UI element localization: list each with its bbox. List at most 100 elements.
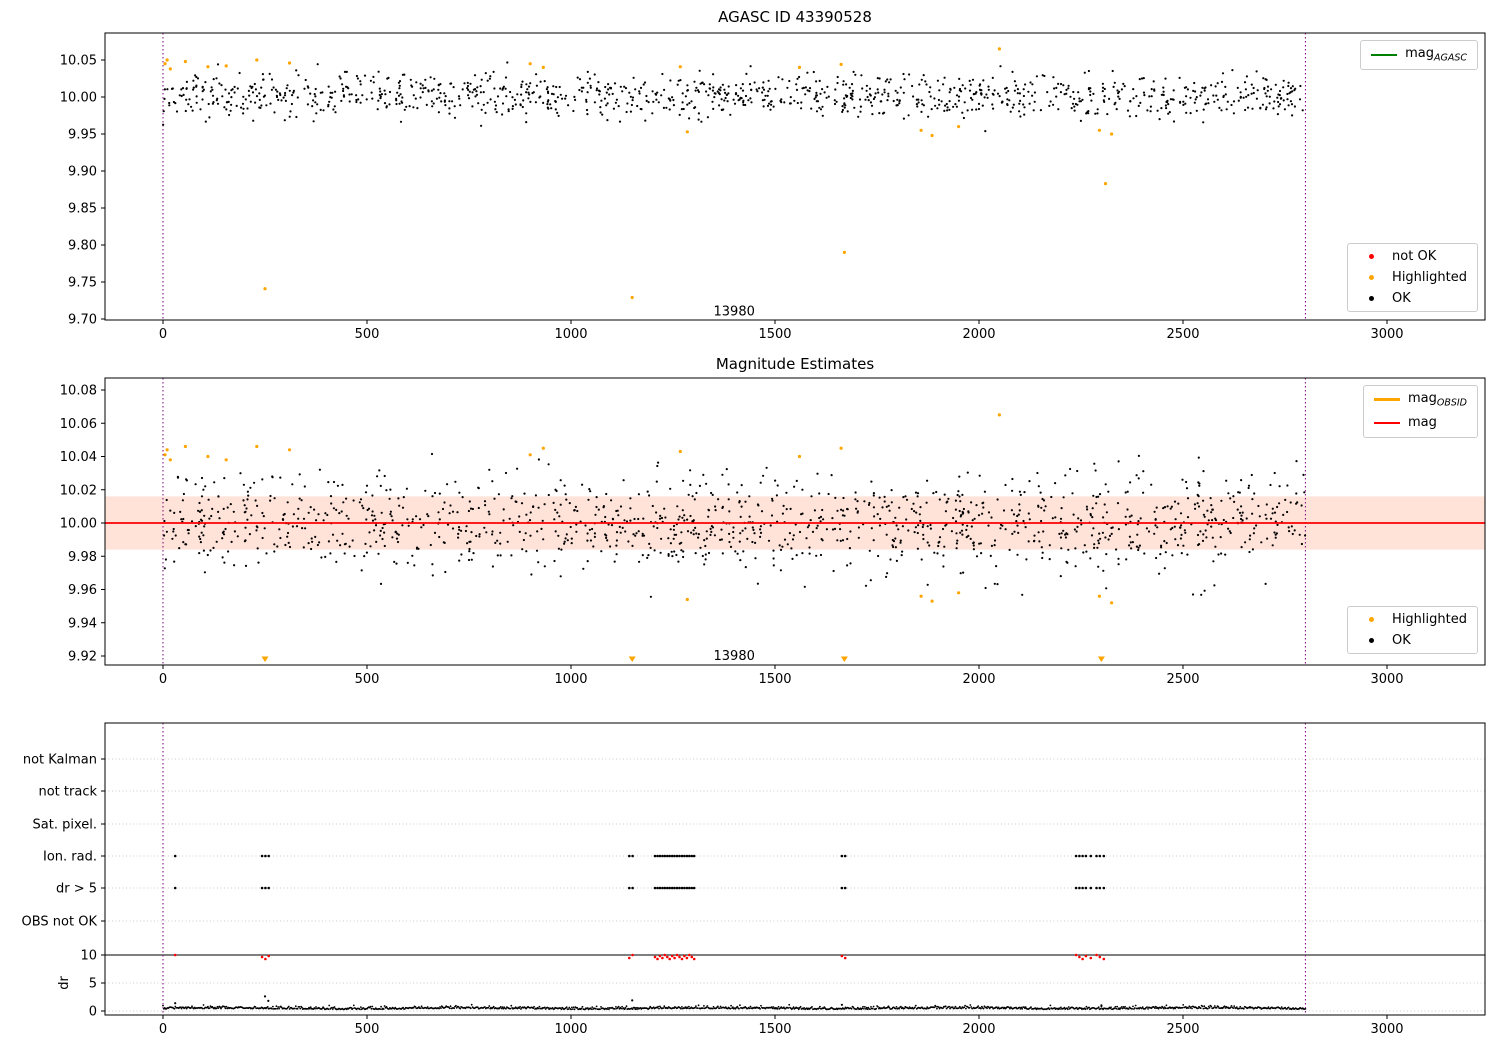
legend-label: not OK <box>1392 249 1437 264</box>
svg-text:1000: 1000 <box>554 327 587 342</box>
legend-dot <box>1368 617 1374 622</box>
dr-trace-points <box>162 995 1307 1011</box>
legend-item: Highlighted <box>1358 612 1467 627</box>
plot2-magnitude-estimates: 0 500 1000 1500 2000 2500 3000 9.92 9.94 9.96 9.98… <box>60 377 1486 687</box>
svg-text:10.00: 10.00 <box>60 517 97 532</box>
svg-text:dr: dr <box>57 976 72 990</box>
svg-text:3000: 3000 <box>1370 1022 1403 1037</box>
svg-text:1500: 1500 <box>758 672 791 687</box>
plot1-ok-points <box>162 61 1304 133</box>
plot2-title: Magnitude Estimates <box>715 355 875 373</box>
dr-clipped-red-points <box>173 953 1106 961</box>
plot1-legend-markers: not OK Highlighted OK <box>1347 243 1478 312</box>
svg-text:10.05: 10.05 <box>60 54 97 69</box>
legend-line-swatch <box>1373 398 1400 402</box>
legend-dot <box>1368 254 1374 259</box>
svg-text:9.70: 9.70 <box>68 313 97 328</box>
svg-text:13980: 13980 <box>714 649 755 664</box>
svg-text:10.08: 10.08 <box>60 384 97 399</box>
svg-text:9.92: 9.92 <box>68 650 97 665</box>
plot3-flags: 0 500 1000 1500 2000 2500 3000 not Kalman not tr… <box>22 722 1486 1037</box>
svg-text:dr > 5: dr > 5 <box>56 882 97 897</box>
plot2-legend-lines: magOBSID mag <box>1362 385 1478 439</box>
ion-rad-flag-points <box>173 854 1106 858</box>
legend-dot <box>1368 296 1374 301</box>
plot1-highlighted-points <box>163 47 1114 300</box>
legend-line-swatch <box>1371 53 1398 56</box>
svg-text:1000: 1000 <box>554 1022 587 1037</box>
svg-text:0: 0 <box>159 327 167 342</box>
plot1-title: AGASC ID 43390528 <box>718 8 872 26</box>
legend-dot-swatch <box>1358 296 1384 301</box>
svg-text:500: 500 <box>355 327 380 342</box>
legend-item: OK <box>1358 633 1467 648</box>
svg-text:10.02: 10.02 <box>60 483 97 498</box>
svg-text:9.90: 9.90 <box>68 165 97 180</box>
svg-text:9.75: 9.75 <box>68 276 97 291</box>
svg-text:9.98: 9.98 <box>68 550 97 565</box>
svg-text:10.04: 10.04 <box>60 450 97 465</box>
svg-text:0: 0 <box>89 1005 97 1020</box>
legend-line-swatch <box>1373 422 1400 425</box>
svg-text:9.95: 9.95 <box>68 128 97 143</box>
svg-text:500: 500 <box>355 1022 380 1037</box>
svg-text:10.00: 10.00 <box>60 91 97 106</box>
legend-dot-swatch <box>1358 254 1384 259</box>
svg-text:not track: not track <box>38 785 97 800</box>
legend-item: magOBSID <box>1373 391 1467 409</box>
legend-label: Highlighted <box>1392 270 1467 285</box>
svg-text:1000: 1000 <box>554 672 587 687</box>
svg-text:9.80: 9.80 <box>68 239 97 254</box>
legend-label: mag <box>1407 414 1437 430</box>
svg-text:2000: 2000 <box>962 672 995 687</box>
svg-text:5: 5 <box>89 977 97 992</box>
plot1-legend-mag-agasc: magAGASC <box>1360 40 1478 70</box>
svg-text:9.85: 9.85 <box>68 202 97 217</box>
svg-text:500: 500 <box>355 672 380 687</box>
svg-text:2500: 2500 <box>1166 1022 1199 1037</box>
svg-text:1500: 1500 <box>758 1022 791 1037</box>
legend-item: magAGASC <box>1371 46 1467 64</box>
svg-text:3000: 3000 <box>1370 327 1403 342</box>
svg-text:9.96: 9.96 <box>68 583 97 598</box>
svg-text:1500: 1500 <box>758 327 791 342</box>
svg-text:Sat. pixel.: Sat. pixel. <box>33 818 97 833</box>
legend-dot <box>1368 275 1374 280</box>
svg-text:2500: 2500 <box>1166 672 1199 687</box>
dr-gt5-flag-points <box>173 886 1106 890</box>
legend-dot <box>1368 638 1374 643</box>
legend-item: mag <box>1373 414 1467 433</box>
svg-text:10: 10 <box>80 949 97 964</box>
svg-text:0: 0 <box>159 1022 167 1037</box>
plot2-legend-markers: Highlighted OK <box>1347 606 1478 654</box>
legend-item: not OK <box>1358 249 1467 264</box>
clipped-outlier-marker <box>628 656 636 662</box>
legend-dot-swatch <box>1358 275 1384 280</box>
legend-label: Highlighted <box>1392 612 1467 627</box>
legend-dot-swatch <box>1358 638 1384 643</box>
legend-dot-swatch <box>1358 617 1384 622</box>
clipped-outlier-marker <box>261 656 269 662</box>
svg-text:not Kalman: not Kalman <box>23 753 97 768</box>
legend-label: magOBSID <box>1407 391 1467 409</box>
svg-text:3000: 3000 <box>1370 672 1403 687</box>
clipped-outlier-marker <box>1097 656 1105 662</box>
plot2-highlighted-points <box>163 413 1114 605</box>
plot1-agasc: 0 500 1000 1500 2000 2500 3000 9.70 9.75 9.80 9.85… <box>60 32 1486 342</box>
svg-text:2000: 2000 <box>962 327 995 342</box>
svg-text:Ion. rad.: Ion. rad. <box>43 850 97 865</box>
svg-text:9.94: 9.94 <box>68 616 97 631</box>
legend-item: Highlighted <box>1358 270 1467 285</box>
svg-text:10.06: 10.06 <box>60 417 97 432</box>
clipped-outlier-marker <box>840 656 848 662</box>
legend-label: magAGASC <box>1405 46 1467 64</box>
svg-text:2000: 2000 <box>962 1022 995 1037</box>
svg-text:2500: 2500 <box>1166 327 1199 342</box>
svg-text:0: 0 <box>159 672 167 687</box>
legend-label: OK <box>1392 291 1411 306</box>
svg-text:13980: 13980 <box>714 304 755 319</box>
legend-item: OK <box>1358 291 1467 306</box>
plot2-ok-points <box>163 452 1307 598</box>
